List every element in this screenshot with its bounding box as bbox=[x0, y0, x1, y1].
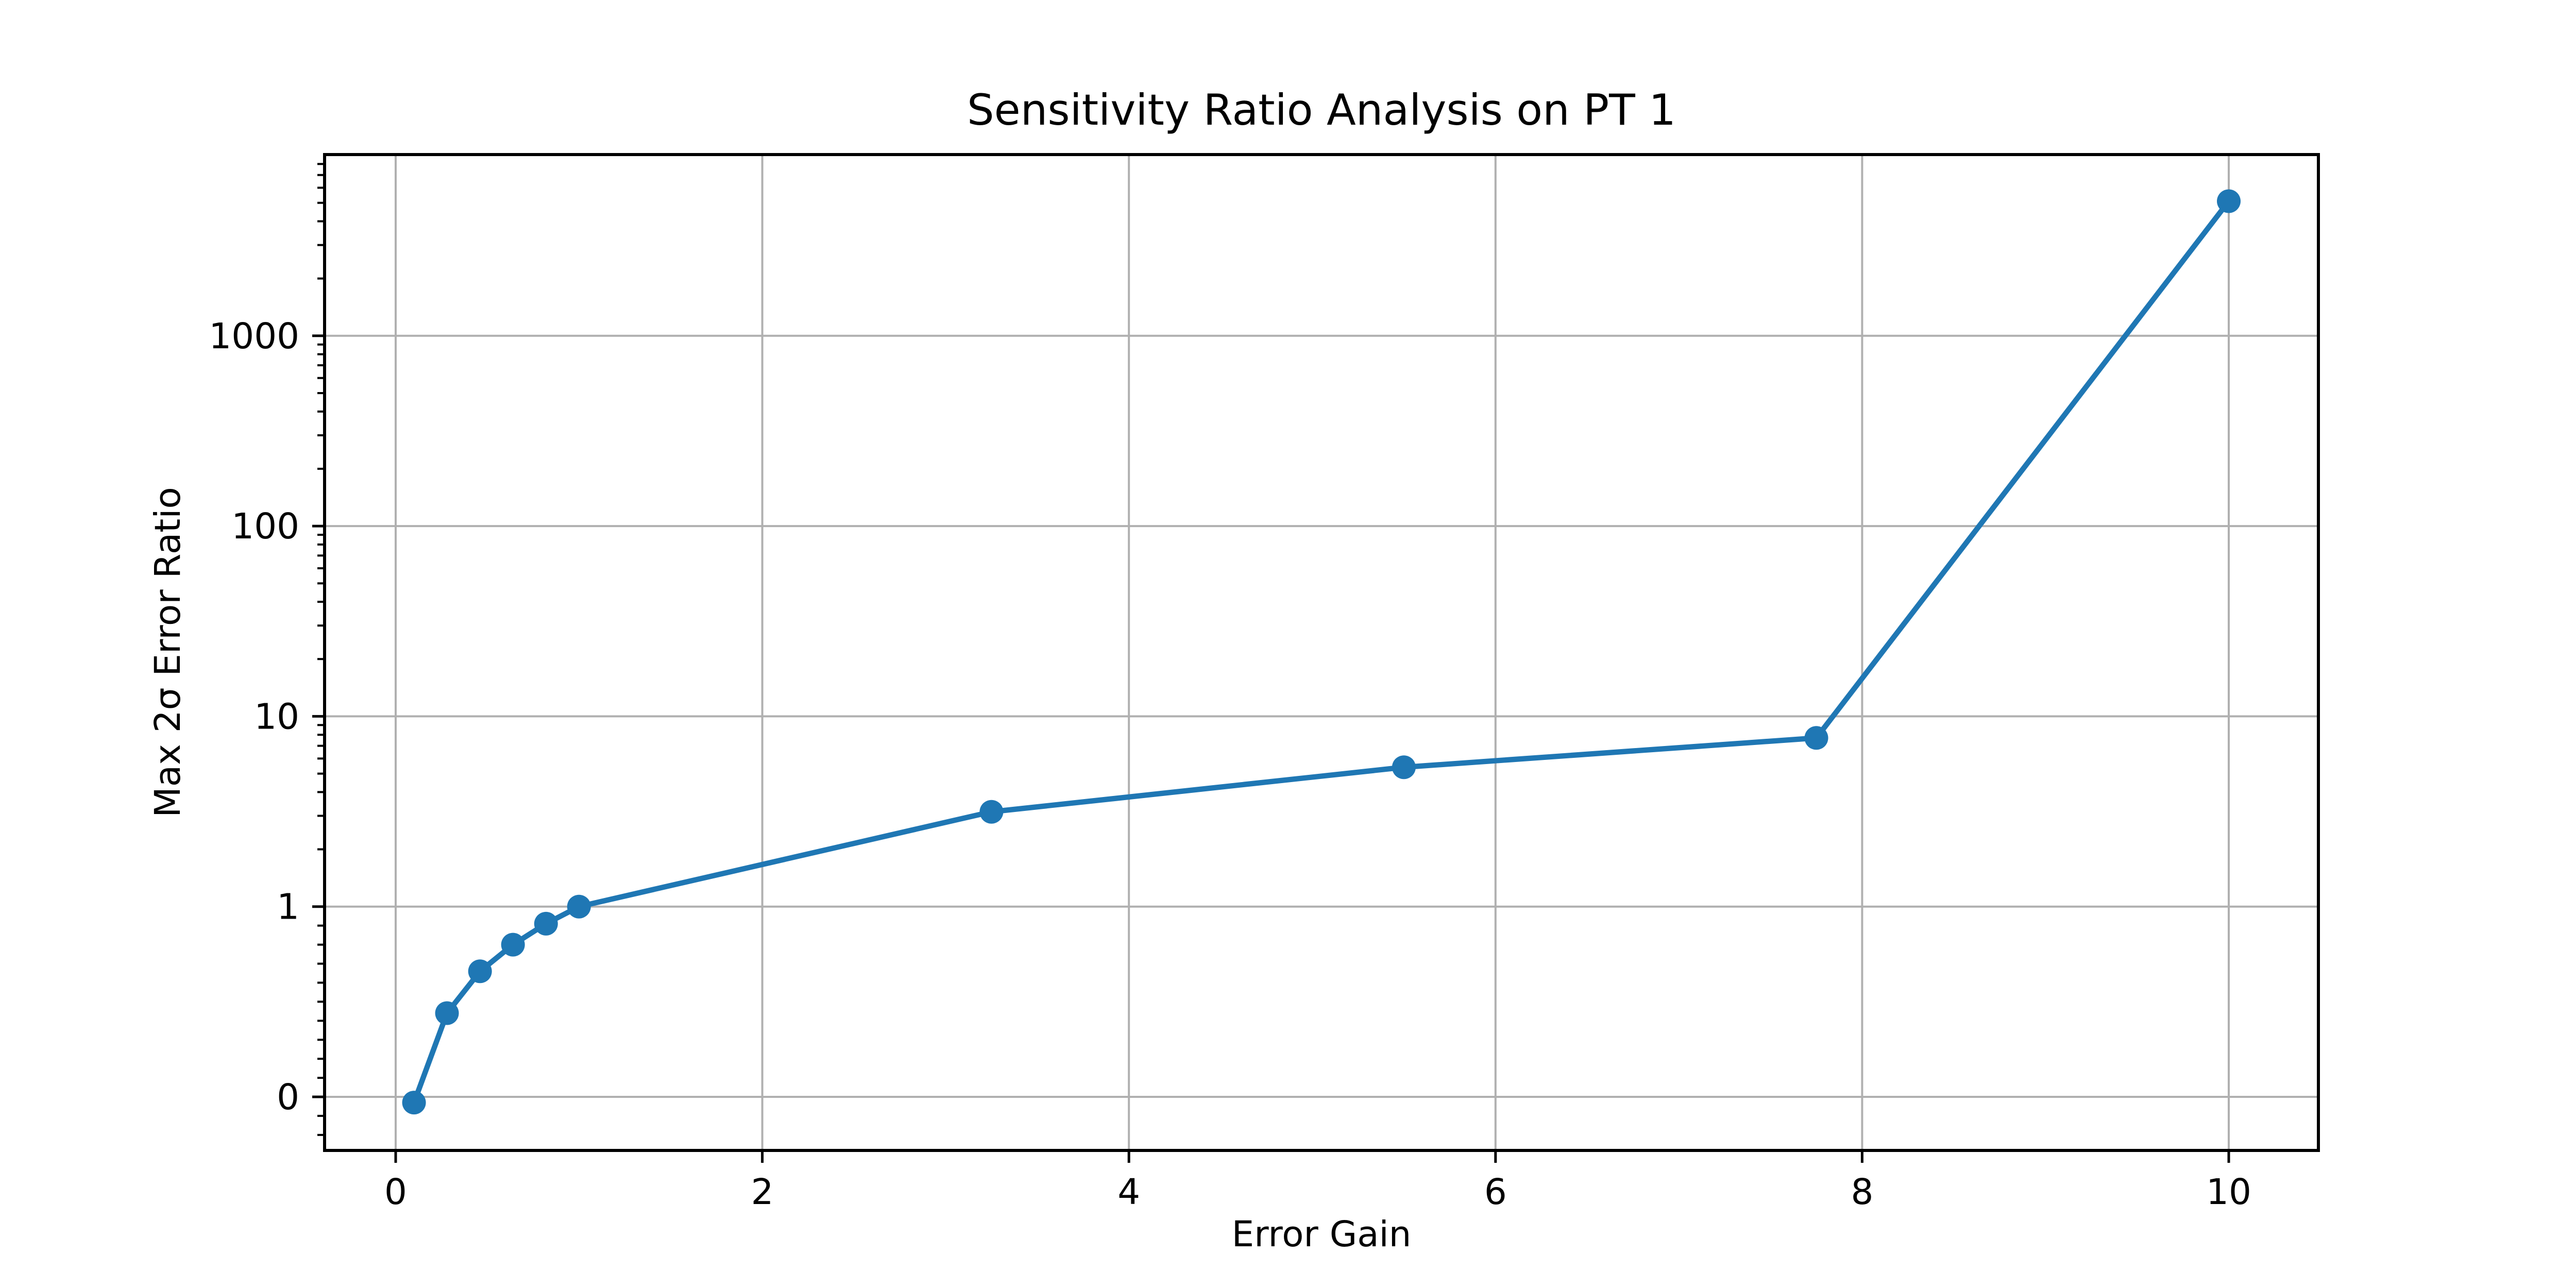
data-point-marker bbox=[2217, 189, 2241, 213]
x-axis-label: Error Gain bbox=[1231, 1214, 1412, 1255]
y-tick-label: 10 bbox=[254, 696, 299, 737]
data-point-marker bbox=[534, 911, 558, 936]
data-line bbox=[411, 198, 2232, 1106]
x-tick-label: 8 bbox=[1851, 1172, 1873, 1213]
data-series bbox=[402, 189, 2241, 1115]
data-point-marker bbox=[1804, 726, 1828, 750]
x-tick-label: 2 bbox=[751, 1172, 774, 1213]
data-point-marker bbox=[1392, 755, 1416, 779]
data-point-marker bbox=[501, 933, 525, 957]
axis-ticks bbox=[312, 163, 2230, 1163]
axes-box bbox=[323, 153, 2320, 1152]
data-point-marker bbox=[435, 1001, 459, 1025]
data-point-marker bbox=[567, 894, 591, 919]
axes-spines bbox=[323, 153, 2320, 1152]
x-tick-label: 0 bbox=[384, 1172, 407, 1213]
x-tick-label: 4 bbox=[1117, 1172, 1140, 1213]
data-point-marker bbox=[402, 1091, 426, 1115]
x-tick-label: 6 bbox=[1484, 1172, 1507, 1213]
grid-lines bbox=[325, 155, 2318, 1150]
y-tick-label: 1000 bbox=[209, 316, 299, 357]
x-tick-label: 10 bbox=[2206, 1172, 2251, 1213]
chart-title: Sensitivity Ratio Analysis on PT 1 bbox=[967, 85, 1676, 135]
data-point-marker bbox=[468, 959, 492, 984]
data-point-marker bbox=[979, 800, 1004, 824]
y-tick-label: 100 bbox=[231, 506, 299, 547]
y-tick-label: 0 bbox=[277, 1077, 299, 1118]
y-tick-label: 1 bbox=[277, 887, 299, 928]
